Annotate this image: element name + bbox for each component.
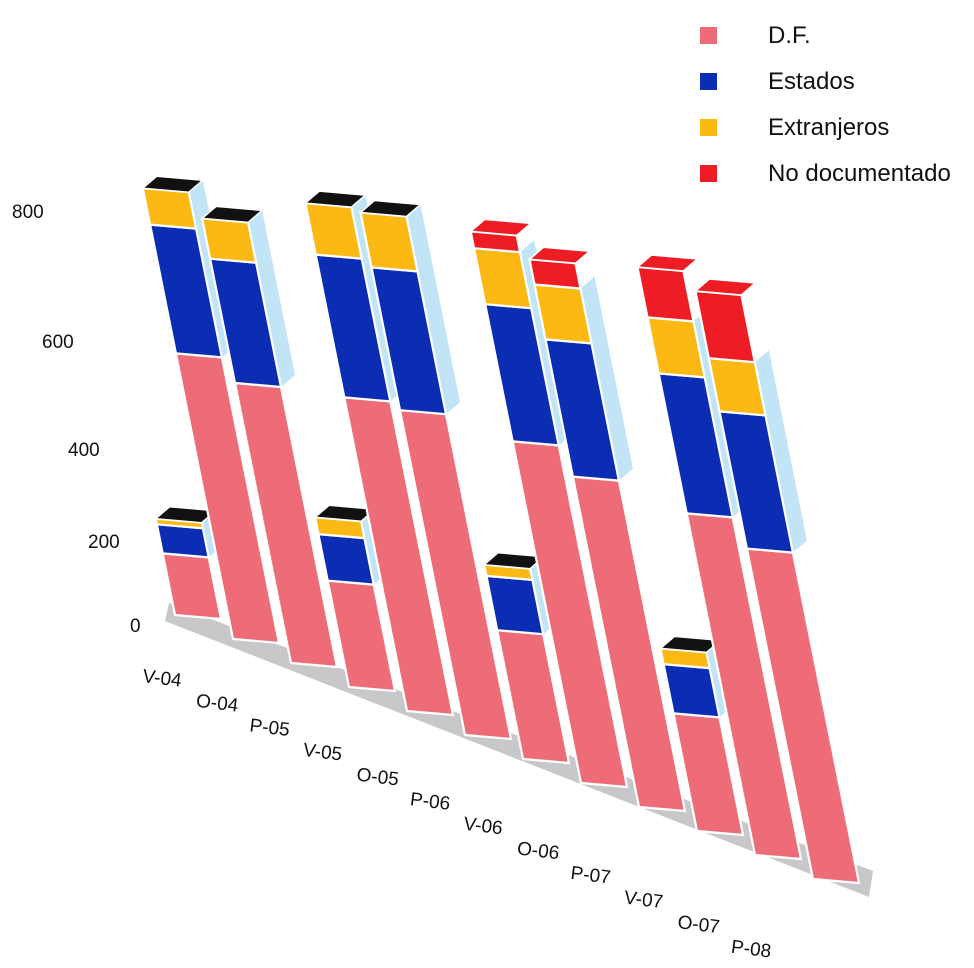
bar-stack-v-04	[153, 505, 223, 621]
bar-stack-v-06	[482, 551, 571, 765]
x-axis: V-04 O-04 P-05 V-05 O-05 P-06 V-06 O-06 P-07 V-07…	[141, 666, 772, 962]
x-tick-label-v-06: V-06	[462, 814, 503, 840]
legend-swatch-d-f	[700, 27, 717, 44]
x-tick-label-v-04: V-04	[141, 666, 183, 692]
bar-v-05-estados	[317, 532, 376, 586]
bar-top-p-06	[358, 199, 423, 218]
chart-bars	[140, 175, 861, 885]
bar-o-04-extranjeros	[141, 186, 198, 230]
bar-stack-p-08	[693, 278, 861, 885]
legend-label-d-f: D.F.	[768, 22, 811, 49]
legend-swatch-extranjeros	[700, 119, 717, 136]
y-tick-label: 0	[130, 616, 141, 637]
bar-p-05-extranjeros	[200, 217, 258, 264]
y-tick-label: 600	[42, 332, 74, 353]
y-tick-label: 800	[12, 202, 44, 223]
x-tick-label-p-07: P-07	[569, 863, 611, 889]
bar-side-p-05	[248, 210, 295, 387]
x-tick-label-p-05: P-05	[248, 715, 290, 741]
y-tick-label: 200	[88, 532, 120, 553]
legend-label-no-documentado: No documentado	[768, 160, 951, 187]
bar-top-o-06	[468, 218, 533, 237]
bar-side-p-07	[580, 276, 633, 481]
bar-side-p-08	[754, 350, 807, 553]
bar-top-p-08	[693, 278, 758, 296]
bar-o-05-extranjeros	[304, 201, 364, 260]
legend-swatch-estados	[700, 73, 717, 90]
x-tick-label-v-07: V-07	[623, 888, 664, 914]
x-tick-label-p-06: P-06	[409, 789, 451, 815]
bar-o-07-no-documentado	[636, 265, 695, 323]
x-tick-label-o-05: O-05	[355, 765, 399, 791]
legend: D.F. Estados Extranjeros No documentado	[700, 22, 951, 187]
x-tick-label-o-04: O-04	[195, 691, 240, 717]
x-tick-label-o-07: O-07	[676, 912, 720, 938]
bar-stack-p-06	[358, 199, 513, 741]
bar-top-o-07	[635, 254, 700, 272]
bar-top-o-04	[140, 175, 205, 193]
bar-side-p-06	[406, 204, 460, 415]
legend-label-extranjeros: Extranjeros	[768, 114, 889, 141]
x-tick-label-p-08: P-08	[730, 937, 772, 963]
x-tick-label-o-06: O-06	[516, 838, 560, 864]
bar-top-p-07	[527, 246, 592, 265]
bar-stack-p-05	[200, 205, 339, 669]
legend-label-estados: Estados	[768, 68, 855, 95]
bar-top-o-05	[303, 190, 368, 208]
bar-v-07-estados	[662, 662, 721, 719]
bar-stack-p-07	[527, 246, 687, 813]
legend-swatch-no-documentado	[700, 165, 717, 182]
y-axis: 0 200 400 600 800	[12, 202, 141, 637]
y-tick-label: 400	[68, 440, 100, 461]
bar-top-p-05	[200, 205, 264, 224]
x-tick-label-v-05: V-05	[302, 740, 343, 766]
bar-v-04-estados	[155, 523, 211, 559]
